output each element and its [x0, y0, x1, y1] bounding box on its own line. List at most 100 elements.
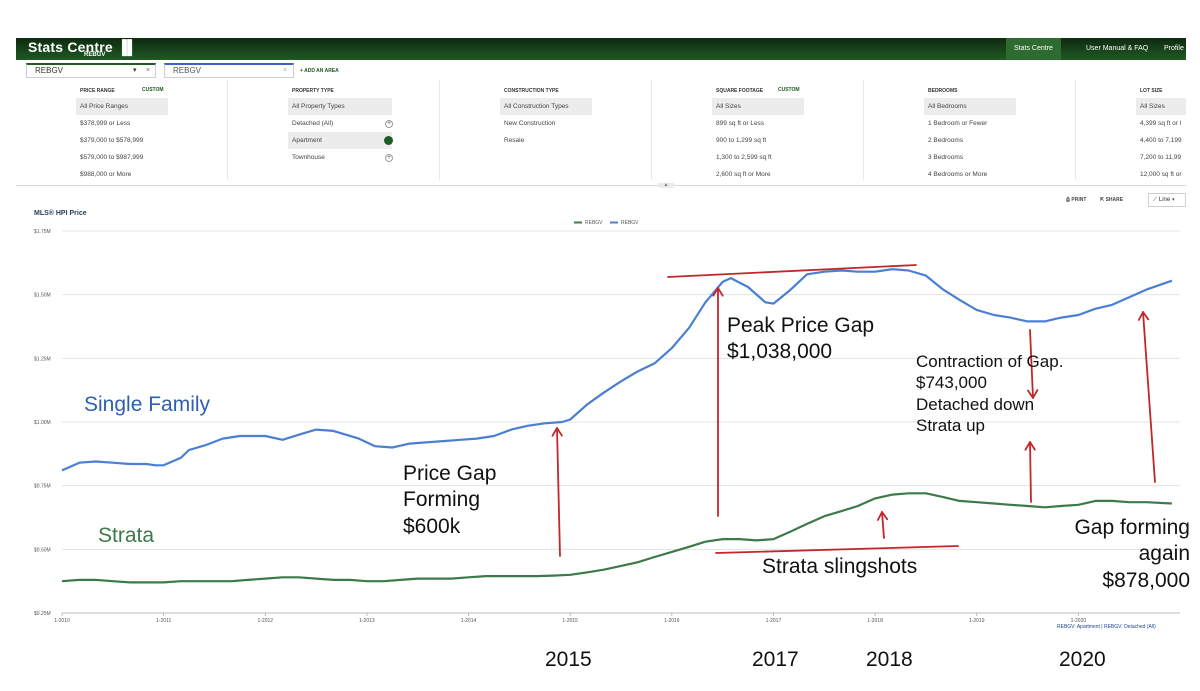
x-tick-label: 1-2019: [969, 618, 985, 624]
filter-option[interactable]: $988,000 or More: [80, 171, 132, 178]
strata-up-arrow: [1029, 441, 1032, 503]
chevron-down-icon: ▾: [1171, 197, 1175, 203]
x-tick-label: 1-2017: [766, 618, 782, 624]
custom-price-link[interactable]: CUSTOM: [142, 87, 164, 93]
annotation-line: $743,000: [916, 373, 987, 393]
nav-user-manual[interactable]: User Manual & FAQ: [1086, 45, 1149, 52]
filter-option[interactable]: All Bedrooms: [924, 98, 1016, 115]
annotation-line: Price Gap: [403, 462, 497, 485]
filter-option[interactable]: 900 to 1,299 sq ft: [716, 137, 767, 144]
slingshot-arrow-head: [876, 511, 889, 521]
filter-square-footage: SQUARE FOOTAGE CUSTOM All Sizes 899 sq f…: [652, 80, 864, 180]
filter-option[interactable]: All Construction Types: [500, 98, 592, 115]
gap-again-arrow-head: [1137, 311, 1150, 321]
filter-option[interactable]: Townhouse: [292, 154, 325, 161]
filter-heading: BEDROOMS: [928, 88, 958, 94]
year-label: 2015: [545, 648, 592, 671]
annotation-line: Contraction of Gap.: [916, 352, 1064, 371]
filter-option[interactable]: 1 Bedroom or Fewer: [928, 120, 988, 127]
filter-option[interactable]: 3 Bedrooms: [928, 154, 964, 161]
single-family-series-line: [61, 268, 1173, 472]
filter-option[interactable]: 2,600 sq ft or More: [716, 171, 771, 178]
nav-profile[interactable]: Profile: [1164, 45, 1184, 52]
strata-series-line: [61, 492, 1172, 584]
share-button[interactable]: ⇱ SHARE: [1100, 194, 1123, 206]
legend-label: REBGV: [585, 220, 603, 226]
app-logo[interactable]: Stats Centre ▐▌: [28, 39, 138, 55]
strata-label: Strata: [98, 524, 155, 547]
x-tick-label: 1-2015: [562, 618, 578, 624]
filter-property-type: PROPERTY TYPE All Property Types Detache…: [228, 80, 440, 180]
y-tick-label: $1.25M: [34, 356, 51, 362]
filter-option[interactable]: $379,000 to $578,999: [80, 137, 144, 144]
filter-option[interactable]: All Sizes: [1136, 98, 1186, 115]
filter-option[interactable]: 4,400 to 7,199: [1140, 137, 1182, 144]
x-tick-label: 1-2010: [54, 618, 70, 624]
add-area-button[interactable]: + ADD AN AREA: [300, 68, 339, 74]
filter-option[interactable]: 4 Bedrooms or More: [928, 171, 988, 178]
x-tick-label: 1-2018: [867, 618, 883, 624]
filter-lot-size: LOT SIZE All Sizes 4,399 sq ft or l 4,40…: [1076, 80, 1186, 180]
filter-heading: CONSTRUCTION TYPE: [504, 88, 559, 94]
detached-down-arrow-head: [1027, 389, 1039, 399]
filter-option[interactable]: 899 sq ft or Less: [716, 120, 765, 127]
selected-dot-icon[interactable]: [384, 136, 393, 145]
chart-type-label: Line: [1158, 197, 1171, 203]
print-label: PRINT: [1071, 197, 1087, 203]
annotation-line: Detached down: [916, 394, 1035, 414]
x-tick-label: 1-2012: [257, 618, 273, 624]
filter-option[interactable]: All Property Types: [288, 98, 392, 115]
area-tab-2[interactable]: REBGV ×: [164, 63, 294, 78]
filter-option[interactable]: All Sizes: [712, 98, 804, 115]
strata-up-arrow-head: [1024, 441, 1036, 451]
expand-plus-icon[interactable]: +: [385, 154, 393, 162]
peak-gap-annotation: Peak Price Gap $1,038,000: [727, 313, 874, 366]
filter-option[interactable]: 1,300 to 2,599 sq ft: [716, 154, 772, 161]
peak-trend-line: [667, 264, 917, 278]
filter-option[interactable]: Apartment: [288, 132, 392, 149]
filter-option[interactable]: Resale: [504, 137, 525, 144]
x-tick-label: 1-2020: [1071, 618, 1087, 624]
filter-option[interactable]: New Construction: [504, 120, 556, 127]
chart-attribution: REBGV: Apartment | REBGV: Detached (All): [1057, 624, 1156, 630]
expand-plus-icon[interactable]: +: [385, 120, 393, 128]
annotation-line: Forming: [403, 488, 481, 512]
filter-option[interactable]: Detached (All): [292, 120, 334, 127]
filter-option[interactable]: 4,399 sq ft or l: [1140, 120, 1182, 127]
filter-option[interactable]: $378,999 or Less: [80, 120, 131, 127]
filter-heading: PROPERTY TYPE: [292, 88, 334, 94]
annotation-line: Peak Price Gap: [727, 314, 875, 337]
filter-option[interactable]: 7,200 to 11,99: [1140, 154, 1182, 161]
filter-option[interactable]: 2 Bedrooms: [928, 137, 964, 144]
x-tick-label: 1-2016: [664, 618, 680, 624]
share-icon: ⇱: [1100, 197, 1105, 203]
annotation-line: again: [1138, 542, 1190, 566]
filter-option[interactable]: $579,000 to $987,999: [80, 154, 144, 161]
close-icon[interactable]: ×: [146, 67, 151, 74]
area-tab-1[interactable]: REBGV ▾ ×: [26, 63, 156, 78]
filter-heading: PRICE RANGE: [80, 88, 115, 94]
legend-label: REBGV: [621, 220, 639, 226]
year-label: 2017: [752, 648, 799, 671]
y-tick-label: $1.00M: [34, 420, 51, 426]
filter-option[interactable]: 12,000 sq ft or: [1140, 171, 1182, 178]
custom-footage-link[interactable]: CUSTOM: [778, 87, 800, 93]
filter-panel: PRICE RANGE CUSTOM All Price Ranges $378…: [16, 80, 1186, 186]
bar-chart-icon: ▐▌: [116, 39, 138, 55]
gap-forming-again-annotation: Gap forming again $878,000: [1046, 515, 1190, 594]
line-chart-icon: ⟋: [1153, 197, 1158, 203]
year-label: 2018: [866, 648, 913, 671]
collapse-filters-button[interactable]: ▲: [658, 183, 674, 188]
annotation-line: Strata up: [916, 415, 985, 435]
annotation-line: $1,038,000: [727, 340, 833, 364]
slingshot-arrow: [881, 511, 885, 539]
gap-again-arrow: [1142, 311, 1156, 483]
close-icon[interactable]: ×: [283, 67, 288, 74]
price-gap-annotation: Price Gap Forming $600k: [403, 461, 496, 540]
dropdown-arrow-icon[interactable]: ▾: [133, 67, 137, 74]
chart-type-select[interactable]: ⟋ Line ▾: [1148, 193, 1186, 207]
print-button[interactable]: ⎙ PRINT: [1066, 194, 1086, 206]
nav-stats-centre[interactable]: Stats Centre: [1006, 38, 1061, 60]
filter-option[interactable]: All Price Ranges: [76, 98, 168, 115]
chart-title: MLS® HPI Price: [34, 210, 87, 217]
